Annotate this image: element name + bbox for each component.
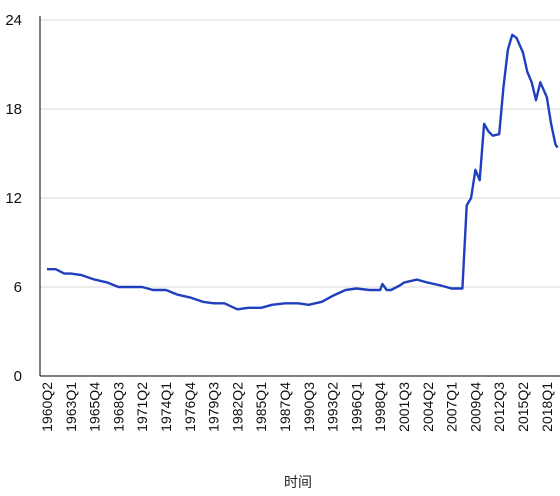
x-tick-label: 1990Q3 [301,382,317,432]
y-tick-labels: 0 6 12 18 24 [5,12,22,385]
y-tick-label: 6 [14,279,22,296]
x-tick-label: 1963Q1 [63,382,79,432]
x-tick-label: 1971Q2 [134,382,150,432]
x-tick-label: 1976Q4 [182,382,198,432]
x-tick-labels: 1960Q2 1963Q1 1965Q4 1968Q3 1971Q2 1974Q1 1976… [39,382,555,432]
x-tick-label: 2007Q1 [444,382,460,432]
x-tick-label: 2001Q3 [396,382,412,432]
x-tick-label: 2009Q4 [467,382,483,432]
x-tick-label: 1998Q4 [372,382,388,432]
series [47,33,559,311]
x-tick-label: 2018Q1 [539,382,555,432]
x-tick-label: 1968Q3 [110,382,126,432]
x-tick-label: 1979Q3 [206,382,222,432]
x-tick-label: 2015Q2 [515,382,531,432]
x-tick-label: 1982Q2 [229,382,245,432]
x-axis-title: 时间 [284,475,312,491]
x-tick-label: 1996Q1 [348,382,364,432]
y-tick-label: 18 [5,101,22,118]
gridlines [40,19,560,288]
x-tick-label: 2012Q3 [491,382,507,432]
series-line [47,33,559,311]
y-tick-label: 0 [14,368,22,385]
x-tick-label: 2004Q2 [420,382,436,432]
x-tick-label: 1965Q4 [87,382,103,432]
x-tick-label: 1985Q1 [253,382,269,432]
y-tick-label: 24 [5,12,22,29]
x-tick-label: 1993Q2 [325,382,341,432]
x-tick-label: 1974Q1 [158,382,174,432]
y-tick-label: 12 [5,190,22,207]
x-tick-label: 1960Q2 [39,382,55,432]
axes [39,16,560,377]
x-tick-label: 1987Q4 [277,382,293,432]
